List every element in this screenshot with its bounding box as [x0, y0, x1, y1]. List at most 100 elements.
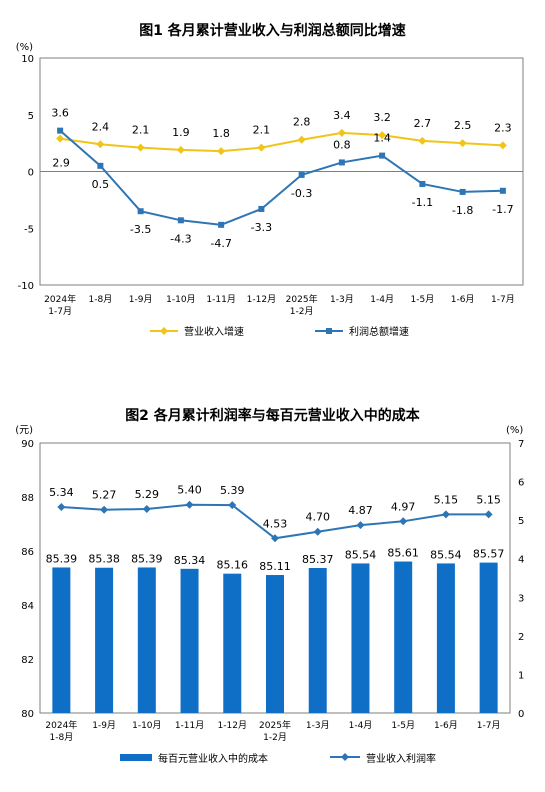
chart1-data-label: 3.6	[51, 107, 69, 120]
chart1-data-label: -3.5	[130, 223, 151, 236]
chart1-data-label: 2.8	[293, 116, 311, 129]
chart1-point	[338, 159, 345, 166]
chart1-point	[57, 127, 64, 134]
chart2-bar	[137, 567, 156, 713]
chart2-y-unit-left: (元)	[15, 425, 33, 436]
chart1-point	[418, 136, 427, 145]
chart1-point	[97, 162, 104, 169]
chart2-y-tick-label-right: 2	[518, 632, 524, 643]
chart1-data-label: 3.2	[373, 111, 391, 124]
chart1-y-tick-label: 5	[28, 111, 34, 122]
chart1-y-tick-label: -10	[18, 281, 34, 292]
chart1-point	[498, 141, 507, 150]
chart2-point	[185, 500, 194, 509]
chart1-x-tick-label: 1-2月	[290, 306, 314, 317]
chart1-point	[458, 139, 467, 148]
chart2-x-tick-label: 1-5月	[391, 720, 415, 731]
chart1-point	[96, 140, 105, 149]
chart1-point	[218, 221, 225, 228]
chart1-point	[419, 180, 426, 187]
chart1-point	[217, 147, 226, 156]
chart2-line-label: 5.27	[92, 489, 117, 502]
chart2-line-label: 5.15	[476, 493, 501, 506]
chart1-point	[258, 205, 265, 212]
chart2-x-tick-label: 2024年	[45, 719, 77, 731]
chart1-point	[378, 131, 387, 140]
chart1-data-label: 0.5	[92, 178, 110, 191]
chart2-line-label: 5.29	[135, 488, 160, 501]
chart2-legend-bar-swatch	[120, 754, 152, 761]
chart1-x-tick-label: 2025年	[286, 293, 318, 305]
chart2-bar	[394, 561, 413, 713]
chart2-x-tick-label: 1-10月	[132, 720, 161, 731]
chart1-x-tick-label: 2024年	[44, 293, 76, 305]
chart1-x-tick-label: 1-10月	[166, 294, 195, 305]
chart1-data-label: 2.1	[132, 124, 150, 137]
chart2-point	[271, 534, 279, 543]
chart1-series-line	[59, 129, 503, 226]
chart2-point	[484, 510, 493, 519]
chart1-data-label: 2.5	[454, 119, 472, 132]
chart2-point	[228, 501, 237, 510]
chart2-line-label: 4.97	[391, 500, 416, 513]
chart2-legend-label: 每百元营业收入中的成本	[158, 752, 268, 765]
chart2-bar	[308, 568, 327, 713]
chart1-series-line	[59, 131, 503, 153]
chart2-x-tick-label: 1-7月	[477, 720, 501, 731]
chart2-y-tick-label-left: 82	[21, 655, 34, 666]
chart2-point	[441, 510, 450, 519]
chart2-y-tick-label-left: 84	[21, 601, 34, 612]
chart2-y-tick-label-right: 7	[518, 439, 524, 450]
chart2-x-tick-label: 1-3月	[306, 720, 330, 731]
chart2-bar	[95, 567, 114, 713]
chart2-bar-label: 85.39	[131, 552, 163, 565]
chart2-y-unit-right: (%)	[506, 425, 523, 436]
chart1-data-label: 1.4	[373, 132, 391, 145]
chart2-bar	[223, 573, 242, 713]
chart1-legend-marker	[160, 327, 168, 335]
chart2-bar	[266, 575, 284, 713]
chart1-data-label: 1.8	[212, 127, 230, 140]
chart2-bar-label: 85.16	[217, 559, 249, 572]
chart1-x-tick-label: 1-4月	[370, 294, 394, 305]
chart1-legend-label: 营业收入增速	[184, 325, 244, 338]
chart1-data-label: -1.7	[492, 203, 513, 216]
chart1-y-tick-label: 0	[28, 168, 34, 179]
chart2-point	[313, 527, 322, 536]
chart2-bar-label: 85.54	[430, 548, 462, 561]
chart1-data-label: 1.9	[172, 126, 190, 139]
chart2-legend-label: 营业收入利润率	[366, 752, 436, 765]
chart2-bar-label: 85.61	[387, 547, 419, 560]
chart2-y-tick-label-left: 90	[21, 439, 34, 450]
chart1-point	[297, 135, 306, 144]
chart2-x-tick-label: 1-2月	[263, 732, 287, 743]
chart2-x-tick-label: 1-12月	[218, 720, 247, 731]
chart2-bar-label: 85.38	[88, 553, 120, 566]
chart1-x-tick-label: 1-8月	[89, 294, 113, 305]
chart1-x-tick-label: 1-5月	[411, 294, 435, 305]
chart2-y-tick-label-right: 0	[518, 709, 524, 720]
chart2-line-label: 5.15	[434, 493, 459, 506]
chart1-point	[337, 128, 346, 137]
chart1-y-tick-label: 10	[21, 54, 34, 65]
chart2-y-tick-label-right: 4	[518, 555, 524, 566]
chart2-bar	[479, 562, 498, 713]
chart1-data-label: -3.3	[251, 221, 272, 234]
chart1-data-label: 2.1	[253, 124, 271, 137]
chart1-x-tick-label: 1-3月	[330, 294, 354, 305]
chart2-y-tick-label-left: 88	[21, 493, 34, 504]
chart2-bar-label: 85.39	[46, 552, 78, 565]
chart1-data-label: -4.7	[210, 237, 231, 250]
chart2-x-tick-label: 1-4月	[349, 720, 373, 731]
chart1-data-label: 2.3	[494, 121, 512, 134]
chart1-data-label: 3.4	[333, 109, 351, 122]
chart2-line-label: 4.70	[305, 511, 330, 524]
chart2-y-tick-label-right: 6	[518, 478, 524, 489]
chart1-data-label: 0.8	[333, 138, 351, 151]
chart2-y-tick-label-left: 86	[21, 547, 34, 558]
chart1-data-label: 2.4	[92, 120, 110, 133]
chart2-line-label: 4.87	[348, 504, 373, 517]
chart2-x-tick-label: 1-6月	[434, 720, 458, 731]
